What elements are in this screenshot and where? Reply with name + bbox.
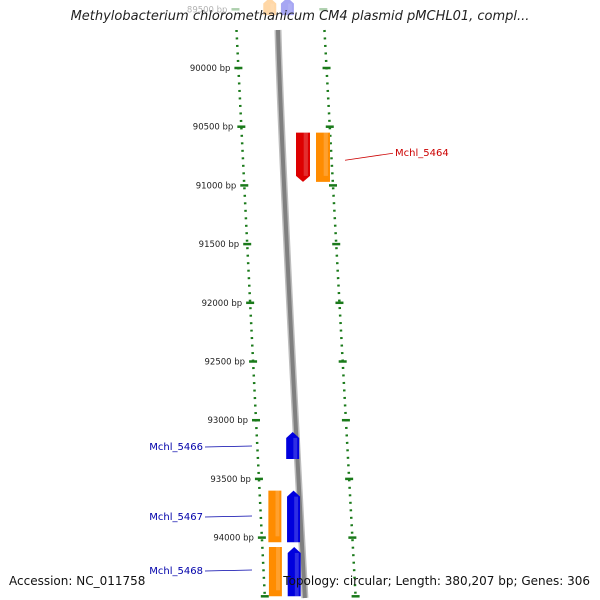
- gene-arrow: [296, 132, 310, 182]
- tick-label: 93000 bp: [207, 416, 248, 426]
- tick-label: 91500 bp: [199, 240, 240, 250]
- tick-label: 92500 bp: [205, 358, 246, 368]
- right-dotted-track: [323, 29, 357, 599]
- accession-label: Accession: NC_011758: [9, 574, 146, 588]
- gene-leader-line: [344, 152, 394, 161]
- gene-arrow: [287, 546, 301, 597]
- gene-highlight: [303, 132, 308, 176]
- gene-highlight: [323, 132, 328, 176]
- gene-arrow: [268, 546, 282, 597]
- map-title: Methylobacterium chloromethanicum CM4 pl…: [70, 9, 530, 24]
- tick-label: 90500 bp: [193, 123, 234, 133]
- gene-label: Mchl_5468: [149, 566, 203, 577]
- gene-arrow: [280, 0, 294, 16]
- gene-highlight: [270, 3, 275, 16]
- gene-highlight: [288, 3, 292, 16]
- gene-arrow: [286, 431, 300, 459]
- gene-leader-line: [204, 569, 253, 572]
- gene-arrow: [287, 490, 301, 543]
- tick-label: 92000 bp: [202, 299, 243, 309]
- topology-label: Topology: circular; Length: 380,207 bp; …: [283, 574, 590, 588]
- gene-arrow: [268, 490, 282, 543]
- gene-highlight: [294, 552, 299, 597]
- gene-arrow: [263, 0, 277, 16]
- left-dotted-track: [235, 29, 267, 599]
- gene-highlight: [293, 437, 298, 459]
- gene-leader-line: [204, 445, 253, 448]
- tick-label: 93500 bp: [210, 475, 251, 485]
- tick-label: 90000 bp: [190, 64, 231, 74]
- gene-label: Mchl_5464: [395, 148, 449, 159]
- gene-label: Mchl_5466: [149, 442, 203, 453]
- gene-highlight: [294, 496, 299, 543]
- tick-label: 89500 bp: [187, 5, 228, 15]
- tick-label: 91000 bp: [196, 181, 237, 191]
- gene-highlight: [276, 546, 280, 591]
- gene-label: Mchl_5467: [149, 512, 203, 523]
- gene-leader-line: [204, 515, 253, 518]
- tick-label: 94000 bp: [213, 534, 254, 544]
- gene-highlight: [275, 490, 280, 537]
- gene-arrow: [316, 132, 330, 182]
